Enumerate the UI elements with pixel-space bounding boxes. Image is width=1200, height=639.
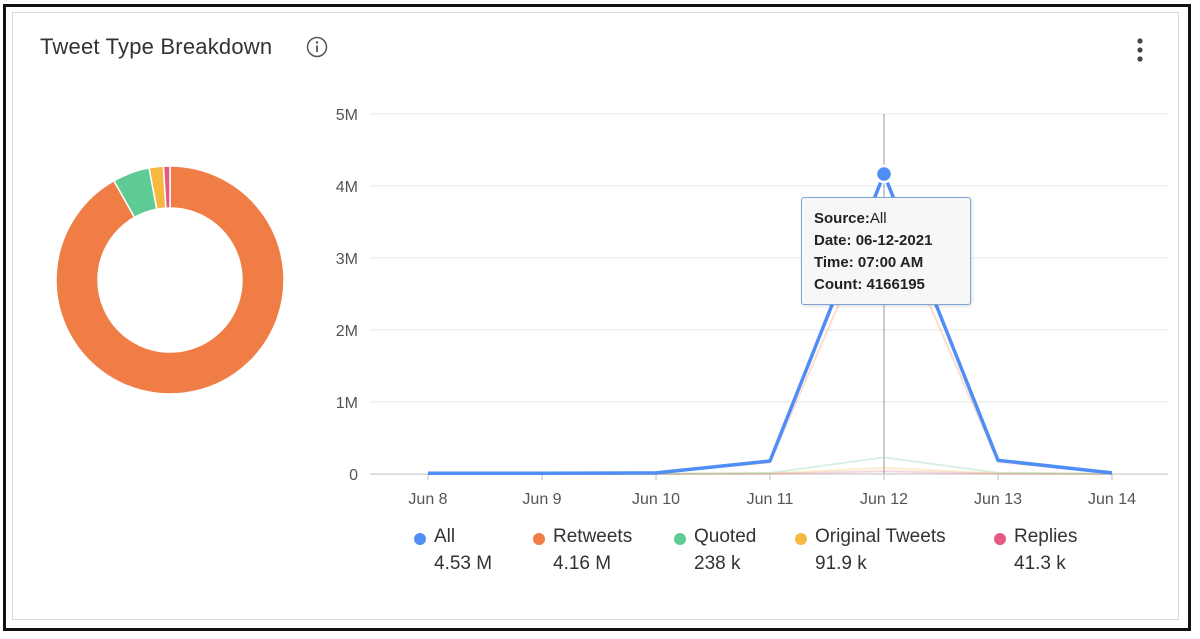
legend-value-original-tweets: 91.9 k <box>815 553 867 574</box>
legend-label-original-tweets: Original Tweets <box>815 526 946 547</box>
y-tick-label: 2M <box>336 323 358 340</box>
chart-tooltip: Source:All Date: 06-12-2021 Time: 07:00 … <box>801 197 971 305</box>
tooltip-source-label: Source: <box>814 210 870 227</box>
y-tick-label: 1M <box>336 395 358 412</box>
more-vertical-icon[interactable] <box>1128 36 1152 66</box>
legend-label-retweets: Retweets <box>553 526 633 547</box>
y-tick-label: 3M <box>336 251 358 268</box>
legend-dot-original-tweets <box>795 533 807 545</box>
tooltip-count-value: 4166195 <box>866 276 925 293</box>
donut-slice-replies[interactable] <box>162 165 171 209</box>
legend-label-all: All <box>434 526 456 547</box>
legend-value-all: 4.53 M <box>434 553 493 574</box>
tooltip-count-label: Count: <box>814 276 863 293</box>
tooltip-date-label: Date: <box>814 232 852 249</box>
y-tick-label: 4M <box>336 179 358 196</box>
highlight-point[interactable] <box>874 164 894 184</box>
y-tick-label: 0 <box>349 467 358 484</box>
legend-value-quoted: 238 k <box>694 553 741 574</box>
x-tick-label: Jun 11 <box>747 491 794 508</box>
tooltip-date-value: 06-12-2021 <box>855 232 933 249</box>
legend-value-retweets: 4.16 M <box>553 553 612 574</box>
x-tick-label: Jun 12 <box>860 491 908 508</box>
legend-dot-retweets <box>533 533 545 545</box>
x-tick-label: Jun 13 <box>974 491 1022 508</box>
legend-label-quoted: Quoted <box>694 526 757 547</box>
x-tick-label: Jun 8 <box>408 491 447 508</box>
tooltip-time-label: Time: <box>814 254 854 271</box>
legend-value-replies: 41.3 k <box>1014 553 1066 574</box>
legend-dot-quoted <box>674 533 686 545</box>
y-tick-label: 5M <box>336 107 358 124</box>
donut-slice-retweets[interactable] <box>55 165 285 395</box>
legend-dot-all <box>414 533 426 545</box>
tooltip-source-value: All <box>869 210 887 227</box>
x-tick-label: Jun 14 <box>1088 491 1136 508</box>
legend-dot-replies <box>994 533 1006 545</box>
chart-legend: All 4.53 M Retweets 4.16 M Quoted 238 k … <box>0 526 1200 586</box>
info-icon[interactable] <box>306 36 328 58</box>
series-line-all <box>428 172 1113 476</box>
donut-chart <box>55 165 285 395</box>
legend-label-replies: Replies <box>1014 526 1078 547</box>
widget-title: Tweet Type Breakdown <box>40 34 273 59</box>
series-line-retweets <box>428 199 1113 475</box>
tooltip-time-value: 07:00 AM <box>857 254 924 271</box>
widget-card <box>12 12 1179 620</box>
x-tick-label: Jun 9 <box>522 491 561 508</box>
x-tick-label: Jun 10 <box>632 491 680 508</box>
